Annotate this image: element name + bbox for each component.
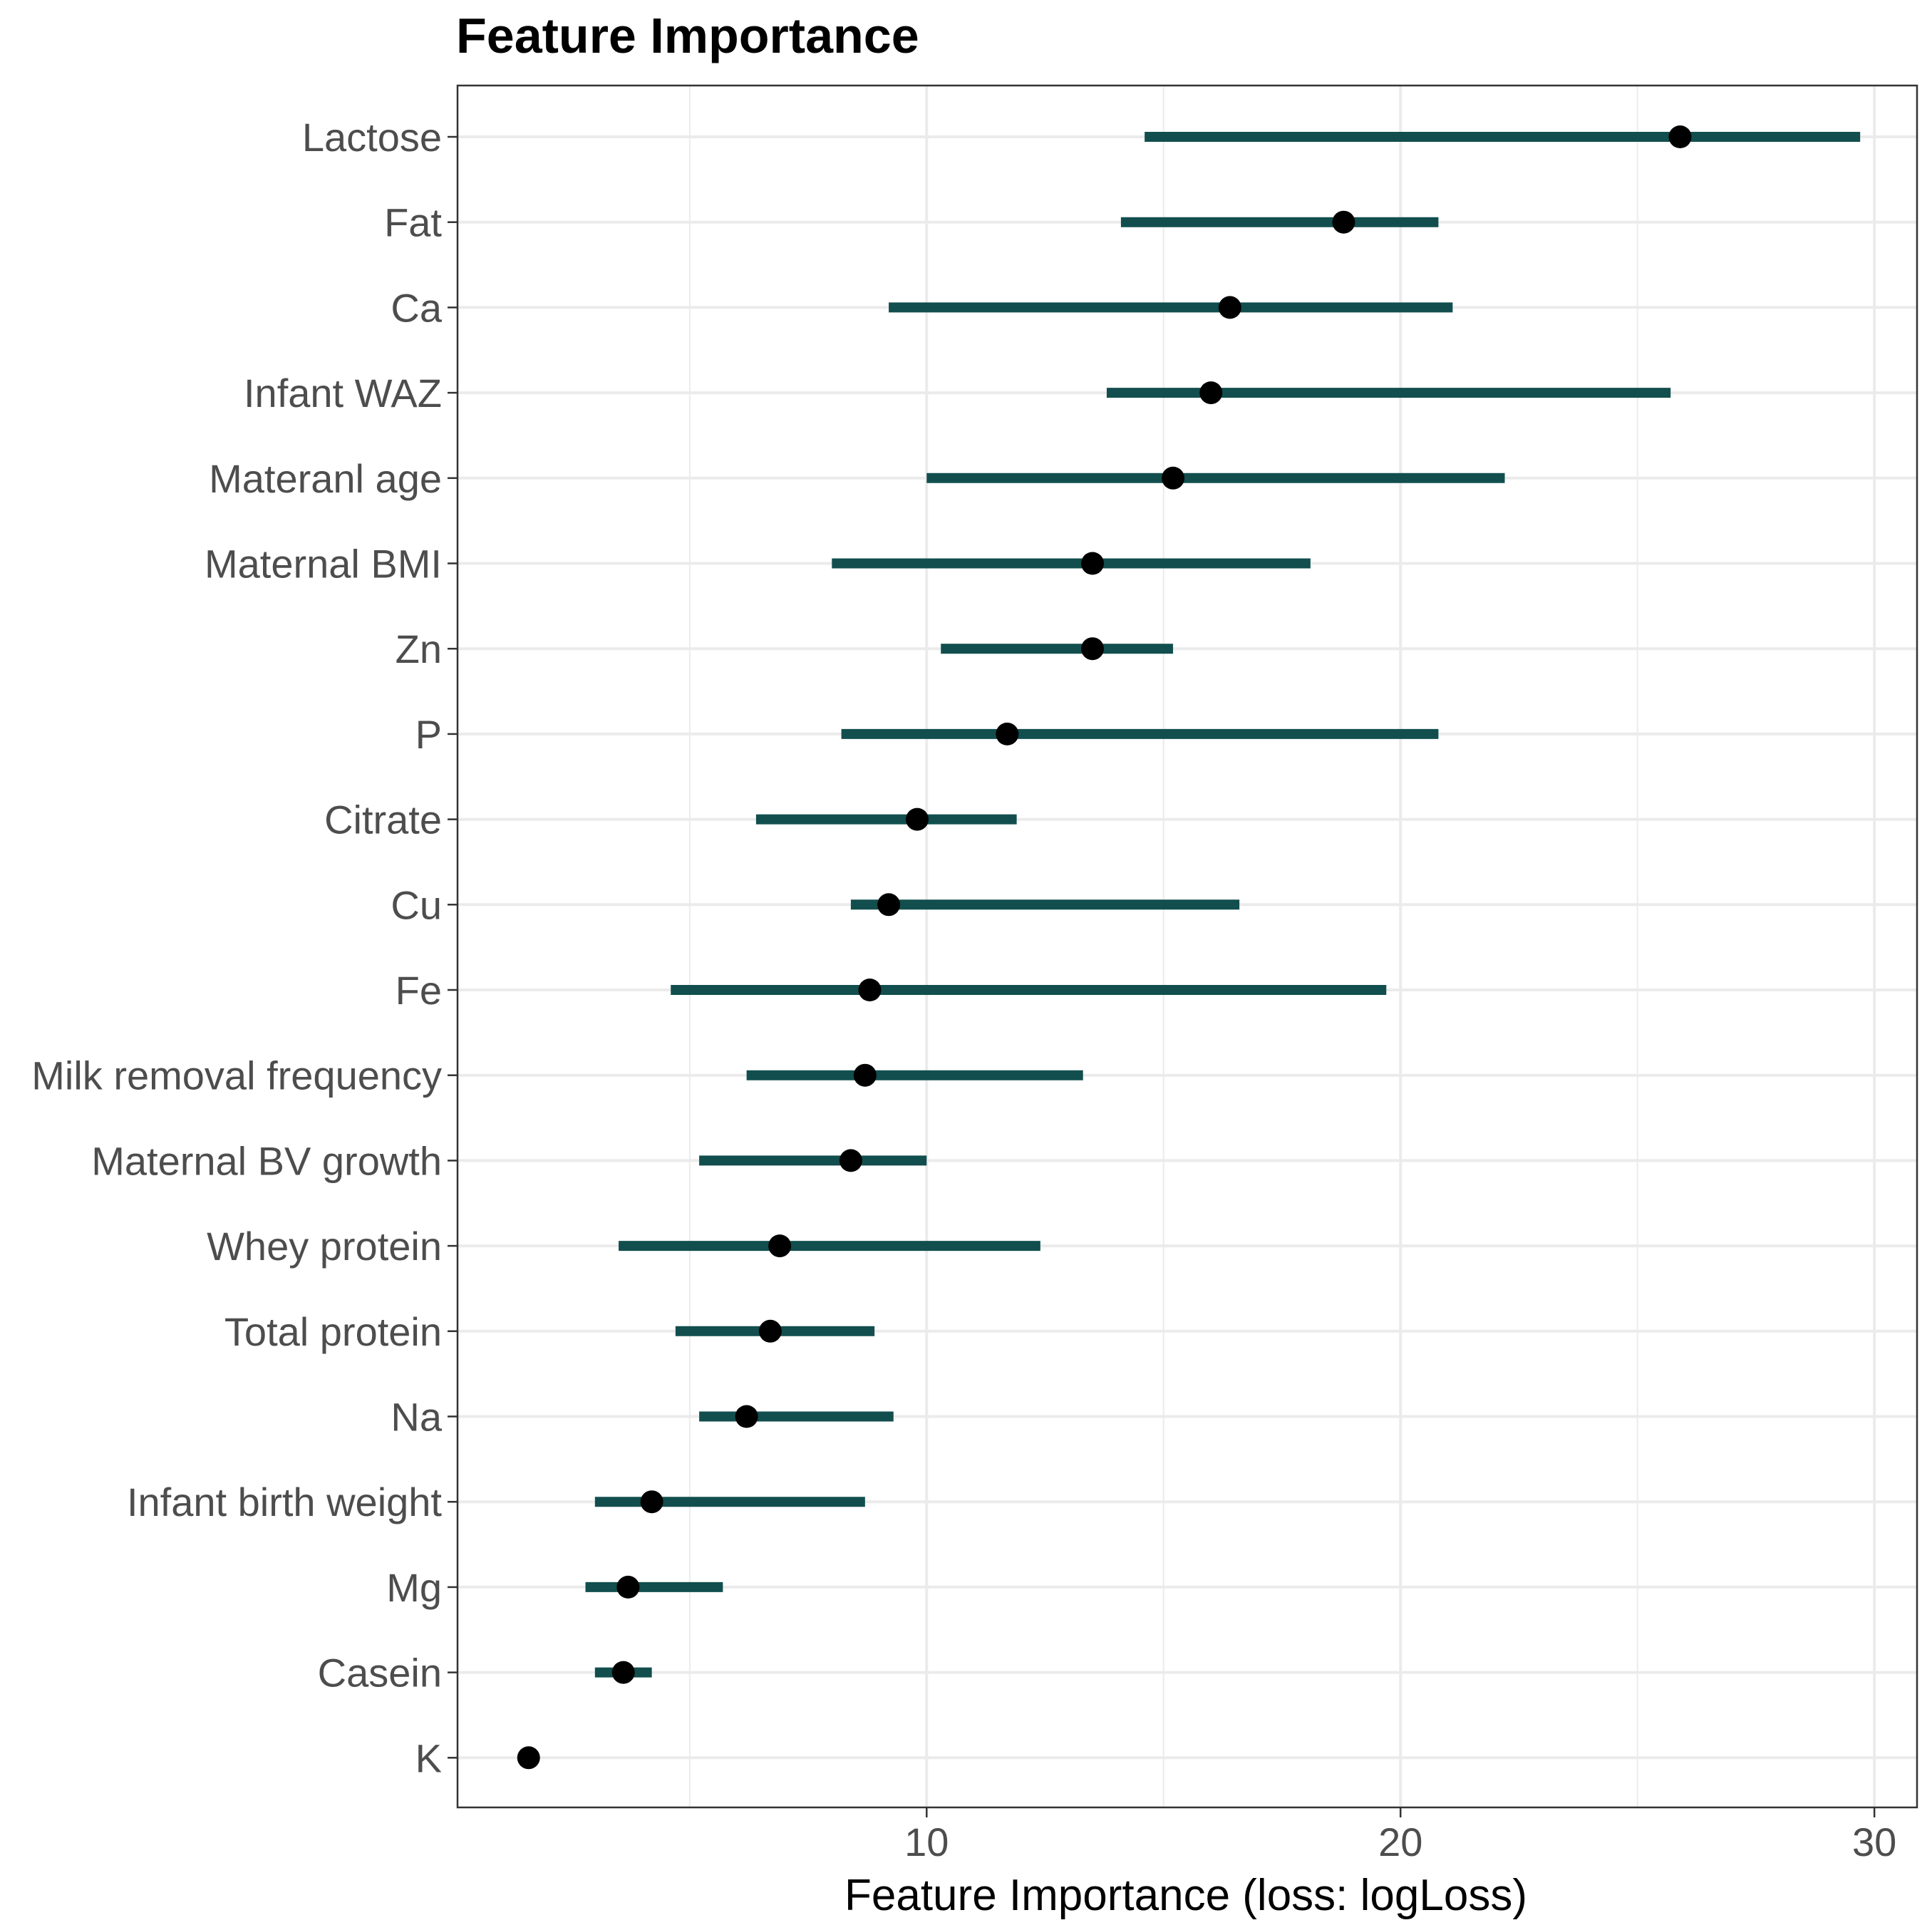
- importance-point: [1668, 125, 1692, 148]
- x-tick-label: 20: [1378, 1820, 1422, 1864]
- importance-point: [905, 807, 929, 831]
- y-tick-label: K: [415, 1735, 442, 1780]
- importance-point: [1199, 381, 1223, 405]
- importance-point: [839, 1149, 862, 1172]
- importance-point: [877, 893, 901, 917]
- y-tick-label: P: [415, 712, 442, 757]
- importance-point: [1081, 637, 1105, 661]
- y-tick-label: Citrate: [324, 798, 442, 842]
- y-tick-label: Maternal BMI: [205, 542, 442, 587]
- y-tick-label: Total protein: [224, 1309, 442, 1354]
- importance-point: [758, 1319, 782, 1343]
- y-tick-label: Materanl age: [209, 456, 442, 501]
- importance-point: [517, 1746, 540, 1770]
- importance-point: [1081, 552, 1105, 575]
- importance-point: [735, 1405, 758, 1428]
- y-tick-label: Lactose: [302, 115, 442, 160]
- x-tick-label: 30: [1852, 1820, 1896, 1864]
- importance-point: [858, 979, 882, 1001]
- importance-point: [768, 1234, 792, 1258]
- importance-point: [640, 1490, 663, 1514]
- x-axis-title: Feature Importance (loss: logLoss): [844, 1871, 1527, 1920]
- importance-point: [996, 722, 1019, 745]
- y-tick-label: Whey protein: [207, 1224, 442, 1269]
- importance-point: [1218, 296, 1241, 319]
- chart-title: Feature Importance: [456, 8, 919, 63]
- y-tick-label: Cu: [391, 882, 442, 927]
- importance-point: [1332, 210, 1355, 234]
- plot-panel: Lactose Fat Ca Infant WAZ Materanl age Matern…: [31, 84, 1918, 1864]
- y-tick-label: Fe: [396, 968, 442, 1013]
- y-tick-label: Fat: [384, 200, 442, 245]
- y-tick-label: Casein: [318, 1651, 442, 1696]
- y-tick-label: Mg: [386, 1565, 442, 1610]
- y-tick-label: Zn: [396, 626, 442, 671]
- importance-point: [853, 1063, 877, 1087]
- y-tick-label: Maternal BV growth: [91, 1138, 442, 1183]
- importance-point: [611, 1661, 635, 1684]
- y-tick-label: Na: [391, 1395, 442, 1440]
- importance-point: [1162, 466, 1185, 490]
- importance-point: [616, 1575, 640, 1599]
- x-tick-label: 10: [904, 1820, 949, 1864]
- y-tick-label: Milk removal frequency: [31, 1053, 442, 1098]
- panel-border: [456, 84, 1918, 1809]
- y-tick-label: Ca: [391, 285, 442, 330]
- y-tick-label: Infant birth weight: [127, 1480, 442, 1524]
- y-tick-label: Infant WAZ: [244, 371, 442, 416]
